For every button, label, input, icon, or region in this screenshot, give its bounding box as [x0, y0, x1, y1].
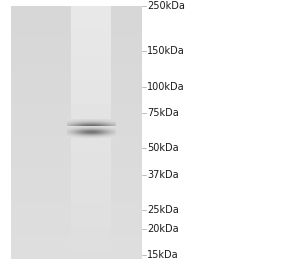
Text: 50kDa: 50kDa	[147, 143, 179, 153]
Text: 100kDa: 100kDa	[147, 82, 185, 92]
Text: 250kDa: 250kDa	[147, 1, 185, 11]
Bar	[11, 6, 142, 259]
Text: 25kDa: 25kDa	[147, 205, 179, 215]
Text: 15kDa: 15kDa	[147, 250, 179, 260]
Text: 20kDa: 20kDa	[147, 224, 179, 234]
Text: 37kDa: 37kDa	[147, 170, 179, 180]
Text: 75kDa: 75kDa	[147, 107, 179, 117]
Text: 150kDa: 150kDa	[147, 46, 185, 56]
